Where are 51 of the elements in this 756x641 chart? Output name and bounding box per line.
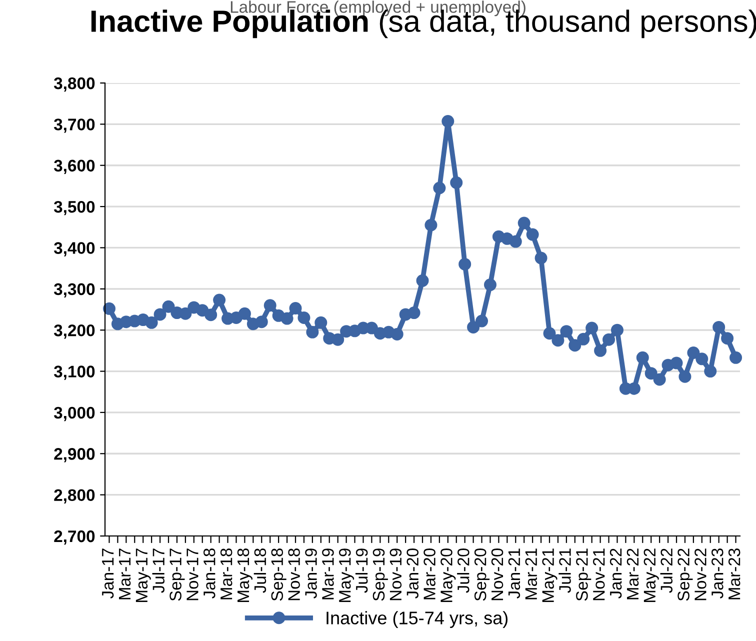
y-tick-label: 3,100 bbox=[54, 366, 95, 380]
x-tick-label: Jan-23 bbox=[712, 548, 724, 598]
x-tick-label: Mar-17 bbox=[119, 548, 131, 600]
x-tick-label: Jul-18 bbox=[254, 548, 266, 593]
y-tick-label: 3,700 bbox=[54, 118, 95, 133]
y-tick-label: 2,800 bbox=[54, 489, 95, 504]
x-tick-label: Mar-23 bbox=[728, 548, 740, 600]
x-tick-label: Sep-21 bbox=[576, 548, 592, 601]
x-tick-label: Jan-21 bbox=[508, 548, 520, 598]
x-tick-label: Nov-21 bbox=[592, 548, 605, 600]
x-tick-label: Sep-18 bbox=[271, 548, 286, 601]
y-tick-label: 3,500 bbox=[54, 200, 95, 216]
x-tick-label: Mar-19 bbox=[322, 548, 334, 600]
x-tick-label: May-19 bbox=[338, 548, 354, 602]
x-tick-label: Mar-18 bbox=[220, 548, 232, 600]
x-tick-label: May-17 bbox=[136, 548, 151, 602]
x-tick-label: Jan-20 bbox=[406, 548, 419, 598]
x-tick-label: May-18 bbox=[237, 548, 252, 602]
x-tick-label: Nov-22 bbox=[694, 548, 706, 600]
x-tick-label: Nov-17 bbox=[186, 548, 198, 600]
x-tick-label: Jan-22 bbox=[610, 548, 622, 598]
y-tick-label: 3,000 bbox=[54, 406, 95, 422]
x-tick-label: Sep-17 bbox=[170, 548, 185, 601]
x-tick-label: Jul-19 bbox=[355, 548, 368, 593]
x-tick-label: Sep-19 bbox=[372, 548, 388, 601]
x-tick-label: Sep-20 bbox=[474, 548, 490, 601]
x-tick-label: Mar-21 bbox=[525, 548, 538, 600]
x-tick-label: Jan-19 bbox=[305, 548, 317, 598]
x-tick-label: Jul-22 bbox=[660, 548, 673, 593]
x-tick-label: Mar-22 bbox=[626, 548, 639, 600]
x-tick-label: Mar-20 bbox=[424, 548, 436, 600]
x-tick-label: Jul-21 bbox=[558, 548, 571, 593]
y-tick-label: 3,400 bbox=[54, 242, 95, 256]
y-tick-label: 3,200 bbox=[54, 324, 95, 339]
x-tick-label: Jan-17 bbox=[102, 548, 114, 598]
x-tick-label: Jul-20 bbox=[457, 548, 470, 593]
legend-label: Inactive (15-74 yrs, sa) bbox=[326, 611, 508, 628]
y-tick-label: 3,600 bbox=[54, 160, 95, 174]
x-tick-label: Nov-19 bbox=[390, 548, 402, 600]
y-tick-label: 2,700 bbox=[54, 530, 95, 545]
x-tick-label: May-20 bbox=[440, 548, 456, 602]
x-tick-label: Nov-18 bbox=[288, 548, 300, 600]
x-tick-label: Jul-17 bbox=[152, 548, 165, 593]
y-tick-label: 2,900 bbox=[54, 448, 95, 462]
x-tick-label: Sep-22 bbox=[678, 548, 693, 601]
x-tick-label: May-21 bbox=[542, 548, 558, 602]
x-tick-label: Jan-18 bbox=[204, 548, 216, 598]
x-tick-label: Nov-20 bbox=[491, 548, 504, 600]
y-tick-label: 3,800 bbox=[54, 77, 95, 92]
x-tick-label: May-22 bbox=[644, 548, 659, 602]
y-tick-label: 3,300 bbox=[54, 283, 95, 298]
